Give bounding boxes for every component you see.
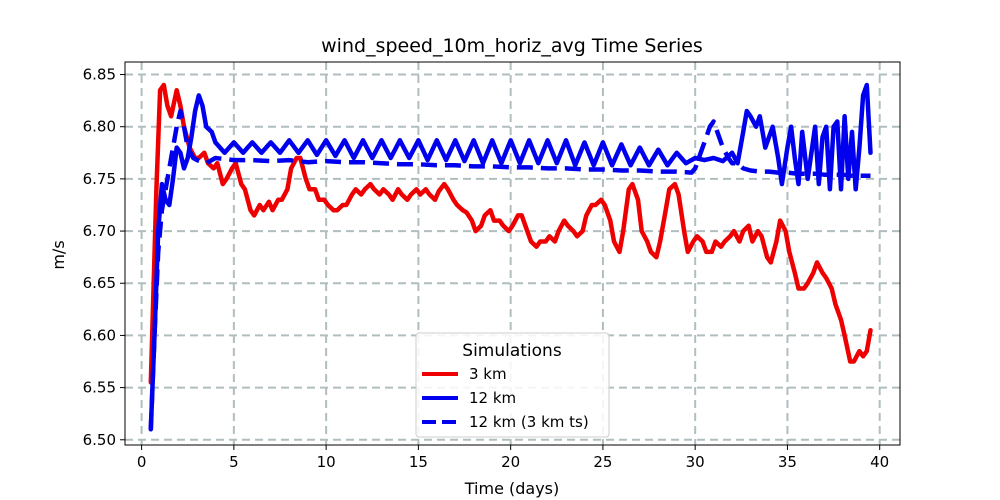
y-tick-label: 6.70: [83, 222, 116, 240]
y-tick-label: 6.65: [83, 274, 116, 292]
series-line-3-km: [148, 82, 873, 385]
legend-label-3km: 3 km: [469, 365, 507, 383]
x-tick-label: 5: [229, 453, 239, 471]
axis-ticks: 0 5 10 15 20 25 30 35 40 6.50 6.55 6.60 6.65 6.70 6.75…: [83, 66, 890, 471]
series-lines: [148, 82, 873, 432]
x-tick-label: 0: [137, 453, 147, 471]
chart-title: wind_speed_10m_horiz_avg Time Series: [321, 35, 703, 57]
plot-frame: [124, 61, 901, 446]
series-line-12-km: [148, 82, 873, 432]
legend-title: Simulations: [462, 341, 562, 361]
series-line-12-km-3-km-ts-: [148, 108, 871, 430]
x-tick-label: 15: [409, 453, 428, 471]
y-tick-label: 6.75: [83, 170, 116, 188]
legend-label-12km-3km-ts: 12 km (3 km ts): [469, 413, 589, 431]
x-tick-label: 10: [317, 453, 336, 471]
x-axis-title: Time (days): [464, 479, 560, 498]
x-tick-label: 40: [870, 453, 889, 471]
legend-label-12km: 12 km: [469, 389, 516, 407]
legend-box: [415, 332, 610, 438]
x-tick-label: 20: [501, 453, 520, 471]
y-axis-title: m/s: [49, 240, 68, 269]
y-tick-label: 6.80: [83, 118, 116, 136]
x-tick-label: 30: [686, 453, 705, 471]
legend: Simulations 3 km 12 km 12 km (3 km ts): [415, 332, 610, 438]
y-tick-label: 6.85: [83, 66, 116, 84]
x-tick-label: 35: [778, 453, 797, 471]
y-tick-label: 6.55: [83, 379, 116, 397]
y-tick-label: 6.60: [83, 326, 116, 344]
x-tick-label: 25: [593, 453, 612, 471]
y-tick-label: 6.50: [83, 431, 116, 449]
